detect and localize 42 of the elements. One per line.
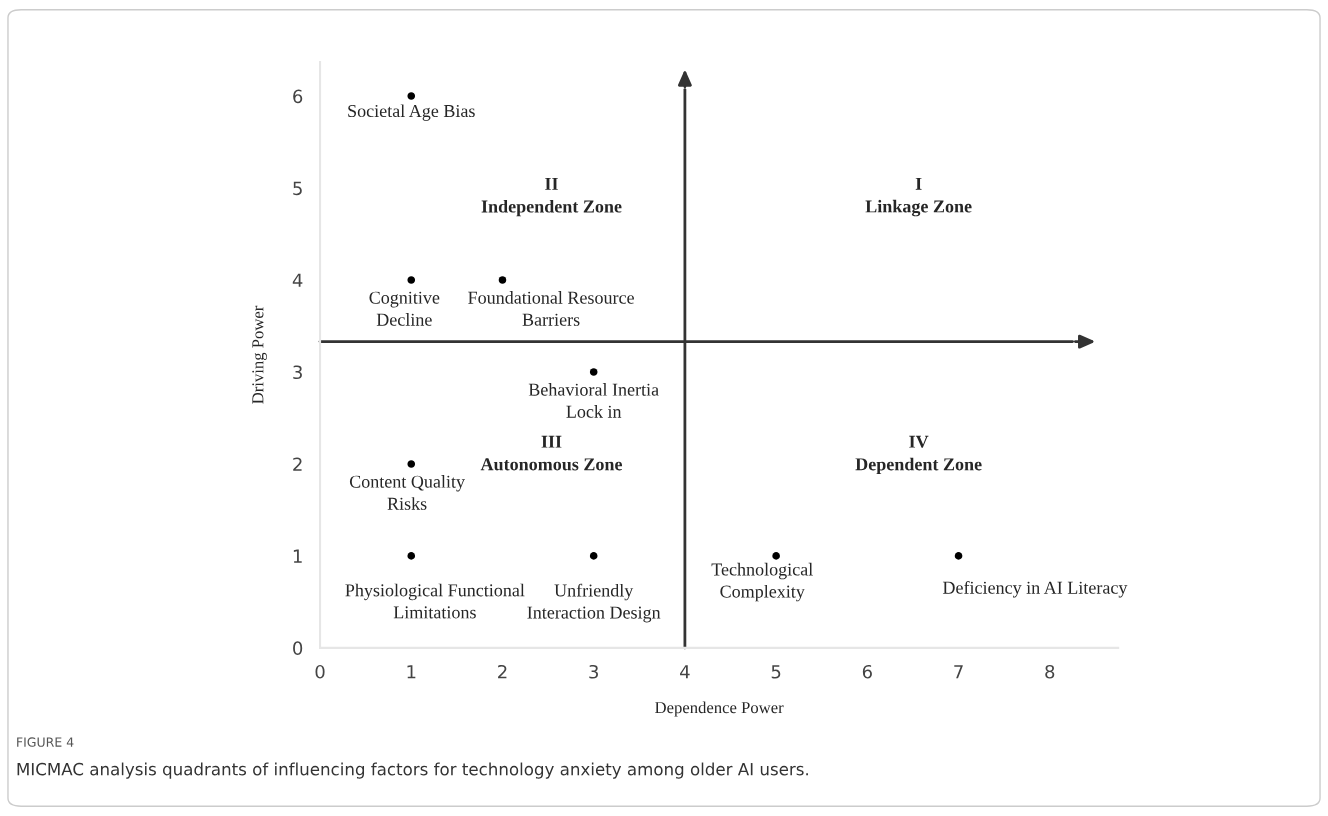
annotation: IV Dependent Zone: [855, 435, 982, 475]
point: [954, 552, 963, 560]
x-tick-label: 0: [315, 664, 325, 679]
annotation: Societal Age Bias: [348, 104, 475, 121]
point: [407, 552, 416, 560]
x-tick-label: 2: [498, 664, 507, 679]
y-tick-label: 1: [293, 549, 302, 563]
text: MICMAC analysis quadrants of influencing factors for technology anxiety among older AI users.: [17, 762, 808, 779]
point: [407, 460, 416, 468]
y-tick-label: 0: [293, 641, 303, 656]
annotation: Technological Complexity: [711, 562, 813, 602]
x-tick-label: 5: [771, 665, 781, 679]
annotation: Foundational Resource Barriers: [468, 291, 634, 326]
annotation: II Independent Zone: [481, 177, 622, 217]
y-tick-label: 2: [293, 457, 302, 471]
text: FIGURE 4: [17, 737, 74, 747]
point: [498, 276, 507, 284]
point: [589, 368, 598, 376]
x-tick-label: 1: [407, 665, 416, 679]
x-tick-label: 6: [862, 664, 872, 679]
point: [407, 92, 416, 100]
annotation: Deficiency in AI Literacy: [942, 580, 1128, 598]
annotation: III Autonomous Zone: [480, 435, 623, 471]
point: [589, 552, 598, 560]
annotation: Physiological Functional Limitations: [345, 583, 525, 619]
x-axis-title: Dependence Power: [655, 701, 784, 717]
y-tick-label: 4: [292, 273, 303, 287]
annotation: Behavioral Inertia Lock in: [528, 383, 659, 418]
x-tick-label: 8: [1045, 664, 1055, 679]
point: [772, 552, 780, 560]
y-tick-label: 6: [293, 89, 303, 104]
x-tick-label: 7: [954, 665, 963, 679]
annotation: Cognitive Decline: [369, 291, 440, 326]
annotation: I Linkage Zone: [865, 177, 972, 217]
annotation: Unfriendly Interaction Design: [527, 583, 661, 623]
point: [407, 276, 416, 284]
x-tick-label: 3: [589, 664, 598, 679]
y-tick-label: 3: [293, 365, 302, 380]
x-tick-label: 4: [680, 665, 690, 679]
y-axis-title: Driving Power: [252, 305, 267, 404]
annotation: Content Quality Risks: [349, 475, 465, 510]
y-tick-label: 5: [293, 181, 302, 196]
